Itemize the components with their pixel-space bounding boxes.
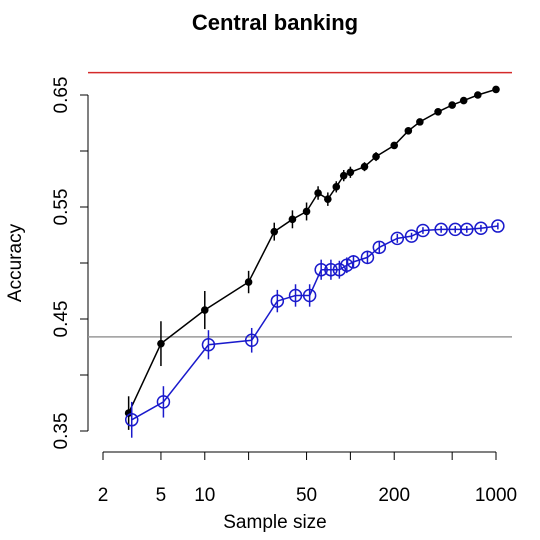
point	[372, 240, 387, 255]
point	[157, 339, 165, 348]
point	[474, 91, 482, 99]
point	[244, 278, 253, 286]
series-line	[131, 225, 498, 421]
y-tick-label: 0.35	[51, 413, 72, 450]
point	[314, 262, 328, 277]
point	[390, 141, 399, 150]
point	[339, 171, 348, 180]
point	[288, 215, 297, 224]
point	[302, 207, 311, 216]
point	[124, 413, 139, 427]
x-axis-label: Sample size	[223, 512, 327, 533]
point	[459, 96, 468, 105]
chart-title: Central banking	[192, 10, 358, 35]
point	[416, 118, 424, 126]
point	[491, 219, 505, 233]
point	[156, 395, 171, 409]
point	[434, 108, 442, 116]
y-axis-label: Accuracy	[5, 223, 26, 302]
point	[404, 127, 413, 135]
y-tick-label: 0.65	[51, 77, 72, 114]
point	[324, 262, 338, 277]
y-tick-label: 0.45	[51, 301, 72, 338]
point	[434, 222, 448, 237]
point	[448, 101, 456, 109]
point	[390, 231, 405, 246]
point	[302, 288, 317, 303]
point	[474, 221, 488, 236]
point	[404, 229, 419, 243]
series-line	[127, 88, 497, 414]
point	[416, 223, 430, 238]
point	[492, 85, 500, 94]
point	[360, 162, 369, 171]
point	[314, 189, 322, 197]
point	[200, 306, 209, 314]
point	[270, 294, 285, 308]
point	[124, 409, 133, 417]
x-tick-label: 1000	[475, 485, 517, 506]
point	[324, 195, 332, 203]
point	[332, 183, 341, 191]
point	[360, 250, 375, 265]
x-tick-label: 5	[156, 485, 167, 506]
point	[244, 333, 259, 348]
point	[288, 288, 303, 303]
x-tick-label: 50	[296, 485, 317, 506]
point	[346, 255, 361, 269]
point	[460, 222, 474, 237]
point	[346, 168, 355, 177]
point	[332, 262, 347, 277]
y-tick-label: 0.55	[51, 189, 72, 226]
point	[201, 338, 216, 352]
x-tick-label: 2	[98, 485, 109, 506]
x-tick-label: 200	[378, 485, 410, 506]
x-tick-label: 10	[194, 485, 215, 506]
point	[270, 227, 279, 236]
point	[372, 152, 380, 161]
